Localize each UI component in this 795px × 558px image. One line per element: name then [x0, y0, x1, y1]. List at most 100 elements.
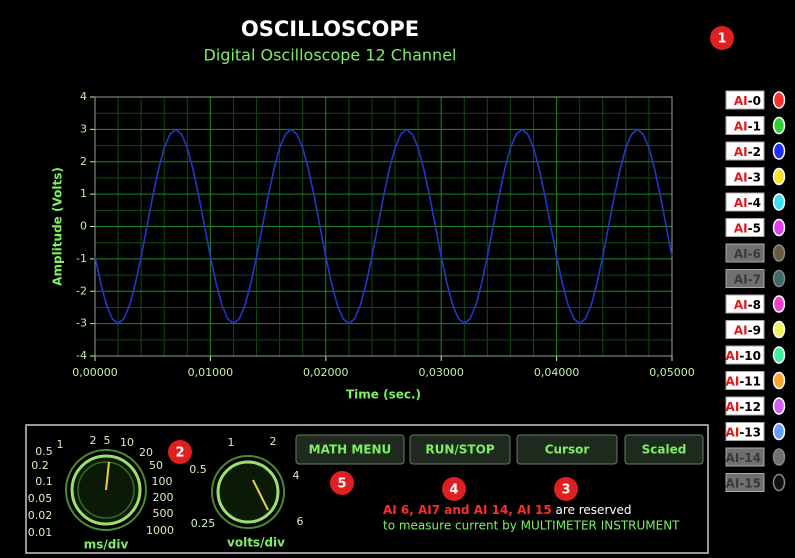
channel-led[interactable] — [772, 269, 786, 288]
channel-led[interactable] — [772, 244, 786, 262]
y-tick-label: -1 — [76, 252, 87, 265]
channel-toggle[interactable]: AI-4 — [725, 192, 786, 212]
y-tick-label: 0 — [80, 220, 87, 233]
channel-toggle[interactable]: AI-2 — [725, 141, 786, 161]
channel-led[interactable] — [772, 320, 786, 339]
x-tick-label: 0,01000 — [188, 366, 234, 379]
scaled-button[interactable]: Scaled — [624, 434, 704, 465]
channel-toggle[interactable]: AI-10 — [725, 345, 786, 365]
x-tick-label: 0,03000 — [418, 366, 464, 379]
knob-scale-label: 4 — [293, 469, 300, 482]
knob-scale-label: 500 — [153, 507, 174, 520]
channel-led[interactable] — [772, 142, 786, 160]
knob-body[interactable] — [216, 460, 280, 524]
channel-led[interactable] — [772, 295, 786, 313]
knob-scale-label: 0.1 — [35, 475, 53, 488]
badge: 1 — [710, 26, 734, 50]
channel-box — [725, 422, 765, 441]
channel-number: -5 — [748, 221, 761, 235]
channel-toggle[interactable]: AI-9 — [725, 320, 786, 339]
channel-name: AI-6 — [734, 247, 761, 261]
channel-box — [725, 218, 765, 237]
channel-toggle[interactable]: AI-8 — [725, 294, 786, 314]
knob-unit: volts/div — [227, 536, 285, 550]
channel-prefix: AI — [734, 196, 748, 210]
math-menu-button[interactable]: MATH MENU — [295, 434, 405, 465]
channel-box — [725, 396, 765, 416]
knob-scale-label: 1 — [57, 438, 64, 451]
button-face[interactable] — [295, 434, 405, 465]
channel-led[interactable] — [772, 448, 786, 466]
channel-name: AI-13 — [726, 425, 761, 439]
badge-circle — [442, 477, 466, 501]
channel-name: AI-4 — [734, 196, 761, 210]
channel-number: -0 — [748, 94, 761, 108]
knob-ring — [65, 449, 147, 531]
channel-led[interactable] — [772, 91, 786, 109]
x-tick-label: 0,05000 — [649, 366, 695, 379]
button-face[interactable] — [409, 434, 511, 465]
knob-ring — [211, 455, 285, 529]
badge-label: 3 — [561, 483, 570, 498]
channel-box — [725, 167, 765, 186]
channel-toggle[interactable]: AI-15 — [725, 473, 786, 492]
channel-led[interactable] — [772, 422, 786, 441]
knob-scale-label: 1000 — [146, 524, 174, 537]
channel-number: -7 — [748, 272, 761, 286]
x-tick-label: 0,00000 — [72, 366, 118, 379]
reserved-note: AI 6, AI7 and AI 14, AI 15 are reserved — [383, 503, 631, 517]
knob-scale-label: 0.5 — [189, 463, 207, 476]
channel-led[interactable] — [772, 218, 786, 237]
channel-toggle[interactable]: AI-13 — [725, 422, 786, 441]
channel-prefix: AI — [734, 170, 748, 184]
channel-name: AI-0 — [734, 94, 761, 108]
channel-number: -2 — [748, 145, 761, 159]
badge-label: 4 — [449, 483, 458, 498]
cursor-button[interactable]: Cursor — [516, 434, 618, 465]
channel-box — [725, 371, 765, 390]
plot: -4 -3 -2 -1 0 1 2 3 4 0,00000 0,01000 0,02000 0,0300… — [51, 90, 695, 402]
channel-toggle[interactable]: AI-3 — [725, 167, 786, 186]
button-face[interactable] — [624, 434, 704, 465]
channel-toggle[interactable]: AI-12 — [725, 396, 786, 416]
channel-led[interactable] — [772, 473, 786, 492]
channel-toggle[interactable]: AI-11 — [725, 371, 786, 390]
channel-box — [725, 192, 765, 212]
plot-frame — [94, 96, 673, 357]
knob-scale-label: 1 — [228, 436, 235, 449]
time-knob[interactable] — [65, 449, 147, 531]
channel-led[interactable] — [772, 397, 786, 415]
badge-circle — [710, 26, 734, 50]
channel-box — [725, 269, 765, 288]
channel-name: AI-8 — [734, 298, 761, 312]
channel-number: -10 — [739, 349, 761, 363]
channel-toggle[interactable]: AI-7 — [725, 269, 786, 288]
channel-led[interactable] — [772, 193, 786, 211]
badge-circle — [168, 440, 192, 464]
channel-toggle[interactable]: AI-14 — [725, 447, 786, 467]
y-tick-label: 2 — [80, 155, 87, 168]
badge-circle — [330, 471, 354, 495]
badge: 4 — [442, 477, 466, 501]
channel-led[interactable] — [772, 167, 786, 186]
channel-led[interactable] — [772, 371, 786, 390]
channel-box — [725, 116, 765, 135]
channel-toggle[interactable]: AI-0 — [725, 90, 786, 110]
button-face[interactable] — [516, 434, 618, 465]
channel-led[interactable] — [772, 346, 786, 364]
knob-scale-label: 2 — [90, 434, 97, 447]
run-stop-button[interactable]: RUN/STOP — [409, 434, 511, 465]
channel-name: AI-11 — [726, 374, 761, 388]
channel-prefix: AI — [726, 476, 740, 490]
control-panel — [25, 424, 709, 554]
channel-toggle[interactable]: AI-1 — [725, 116, 786, 135]
channel-led[interactable] — [772, 116, 786, 135]
channel-toggle[interactable]: AI-5 — [725, 218, 786, 237]
volts-knob[interactable] — [211, 455, 285, 529]
subtitle: Digital Oscilloscope 12 Channel — [204, 46, 457, 65]
channel-prefix: AI — [734, 272, 748, 286]
note-line: to measure current by MULTIMETER INSTRUM… — [383, 519, 680, 533]
channel-toggle[interactable]: AI-6 — [725, 243, 786, 263]
knob-scale-label: 10 — [120, 436, 134, 449]
